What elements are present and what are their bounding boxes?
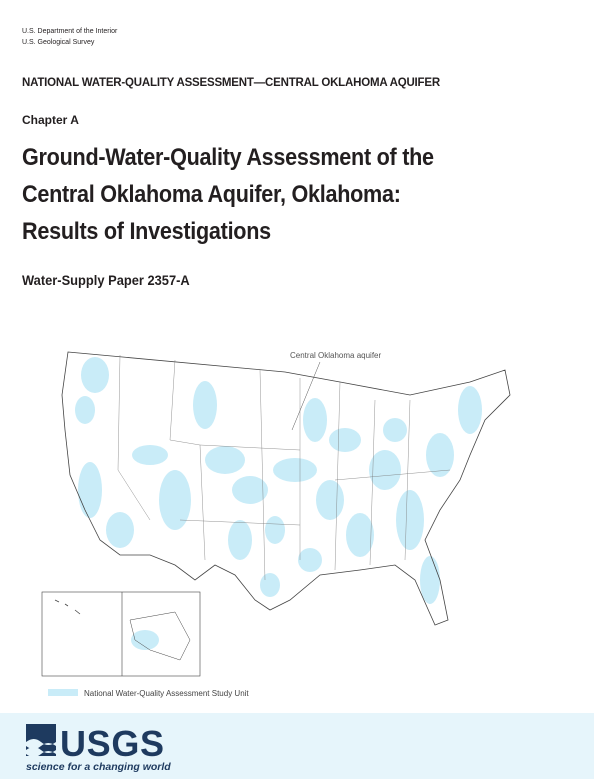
legend-label: National Water-Quality Assessment Study …: [84, 689, 249, 698]
hawaii: [54, 599, 81, 615]
legend-swatch: [48, 689, 78, 696]
title-line: Results of Investigations: [22, 218, 271, 245]
footer-band: [0, 713, 594, 779]
chapter: Chapter A: [22, 113, 79, 127]
usgs-wave-logo: [26, 724, 56, 757]
program-banner: NATIONAL WATER-QUALITY ASSESSMENT—CENTRA…: [22, 77, 440, 89]
title-line: Ground-Water-Quality Assessment of the: [22, 144, 434, 171]
us-outline: [61, 351, 511, 626]
callout-label: Central Oklahoma aquifer: [290, 351, 381, 360]
usgs-logo-text: USGS: [60, 723, 164, 764]
agency: U.S. Geological Survey: [22, 39, 95, 46]
usgs-tagline: science for a changing world: [26, 761, 171, 773]
alaska: [129, 611, 191, 661]
study-units: [75, 357, 482, 650]
callout-line: [291, 361, 321, 431]
series: Water-Supply Paper 2357-A: [22, 272, 190, 288]
title-line: Central Oklahoma Aquifer, Oklahoma:: [22, 181, 401, 208]
department: U.S. Department of the Interior: [22, 28, 118, 35]
state-borders: [117, 354, 451, 581]
inset-frame: [41, 591, 201, 677]
